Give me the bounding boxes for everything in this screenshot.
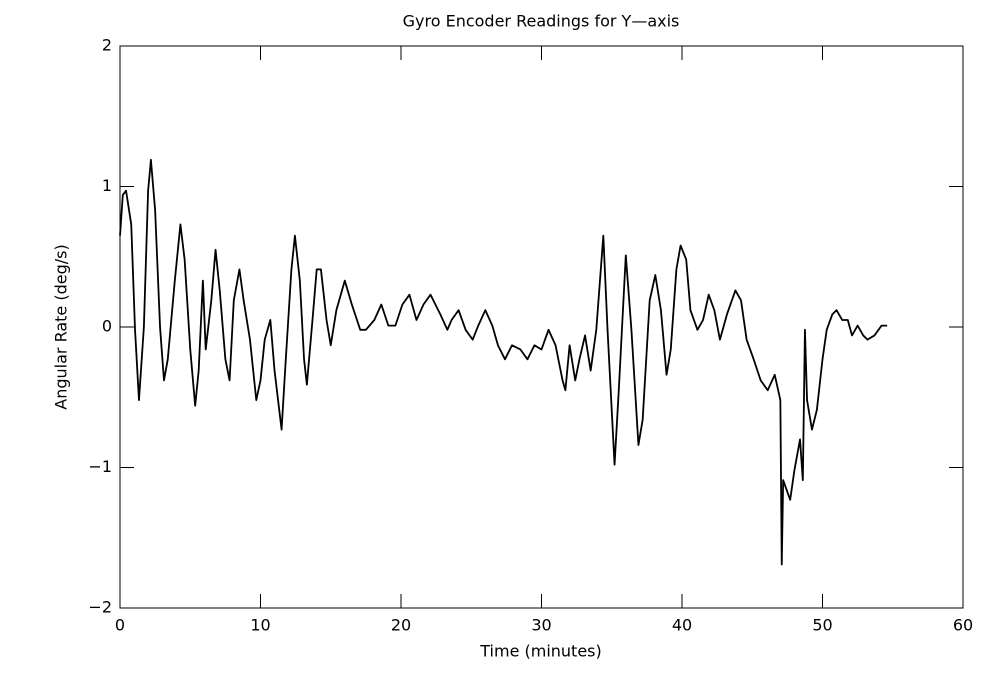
x-tick-label: 30: [531, 616, 551, 635]
y-tick-label: 2: [102, 36, 112, 55]
y-tick-label: −2: [88, 598, 112, 617]
y-tick-label: 1: [102, 176, 112, 195]
x-axis-label: Time (minutes): [479, 642, 602, 661]
data-line: [119, 158, 888, 566]
y-tick-label: 0: [102, 317, 112, 336]
x-tick-label: 0: [115, 616, 125, 635]
x-tick-label: 40: [672, 616, 692, 635]
y-tick-label: −1: [88, 457, 112, 476]
x-tick-label: 50: [812, 616, 832, 635]
x-tick-label: 20: [391, 616, 411, 635]
x-tick-label: 60: [953, 616, 973, 635]
y-axis-label: Angular Rate (deg/s): [52, 244, 71, 409]
x-tick-label: 10: [250, 616, 270, 635]
chart-title: Gyro Encoder Readings for Y—axis: [403, 12, 680, 31]
